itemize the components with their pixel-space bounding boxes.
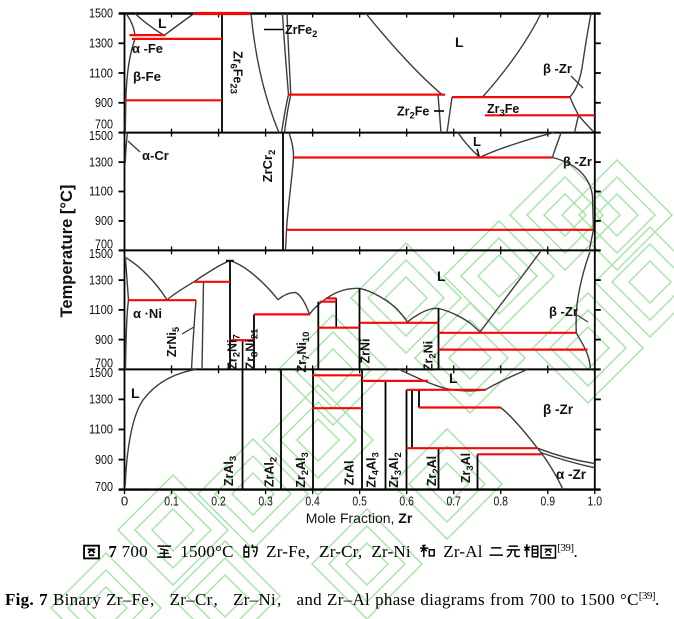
svg-text:900: 900: [95, 213, 113, 228]
svg-text:ZrAl3: ZrAl3: [222, 456, 239, 486]
svg-text:1300: 1300: [89, 392, 113, 407]
svg-text:α ·Ni: α ·Ni: [133, 306, 162, 321]
svg-text:700: 700: [95, 116, 113, 131]
svg-text:β -Zr: β -Zr: [549, 304, 578, 319]
svg-text:1500: 1500: [89, 365, 113, 380]
svg-text:700: 700: [95, 355, 113, 370]
svg-text:900: 900: [95, 452, 113, 467]
svg-text:0.6: 0.6: [399, 494, 414, 509]
svg-text:1.0: 1.0: [588, 494, 603, 509]
svg-text:900: 900: [95, 332, 113, 347]
svg-text:Mole Fraction, Zr: Mole Fraction, Zr: [306, 510, 413, 526]
svg-text:α -Zr: α -Zr: [556, 467, 587, 482]
svg-text:0: 0: [121, 494, 128, 509]
svg-text:1500: 1500: [89, 128, 113, 143]
svg-text:0.7: 0.7: [446, 494, 461, 509]
svg-text:1100: 1100: [89, 65, 113, 80]
svg-text:1300: 1300: [89, 272, 113, 287]
svg-text:700: 700: [95, 236, 113, 251]
svg-text:1100: 1100: [89, 184, 113, 199]
svg-text:0.8: 0.8: [493, 494, 508, 509]
svg-text:Zr4Al3: Zr4Al3: [365, 452, 382, 488]
svg-text:Zr8Ni21: Zr8Ni21: [244, 328, 261, 370]
svg-text:Zr2Fe: Zr2Fe: [397, 105, 429, 122]
svg-text:1500: 1500: [89, 6, 113, 21]
svg-text:Zr7Ni10: Zr7Ni10: [295, 332, 312, 373]
svg-text:0.2: 0.2: [211, 494, 226, 509]
svg-text:L: L: [473, 134, 481, 149]
svg-text:ZrFe2: ZrFe2: [285, 23, 317, 40]
svg-text:1300: 1300: [89, 35, 113, 50]
svg-text:0.5: 0.5: [352, 494, 367, 509]
svg-text:ZrNi5: ZrNi5: [165, 326, 182, 357]
svg-text:Zr3Al: Zr3Al: [459, 453, 476, 483]
svg-text:0.3: 0.3: [258, 494, 273, 509]
svg-text:L: L: [437, 268, 446, 284]
svg-text:L: L: [158, 15, 167, 31]
svg-text:ZrAl: ZrAl: [343, 461, 357, 486]
svg-text:Temperature [°C]: Temperature [°C]: [58, 185, 76, 318]
svg-text:Zr2Ni7: Zr2Ni7: [226, 334, 243, 370]
svg-text:L: L: [455, 34, 464, 50]
svg-text:α-Cr: α-Cr: [142, 148, 169, 163]
svg-text:β -Zr: β -Zr: [543, 402, 574, 417]
svg-text:1100: 1100: [89, 422, 113, 437]
svg-text:Zr2Ni: Zr2Ni: [422, 341, 439, 371]
svg-text:L: L: [449, 370, 458, 386]
svg-text:Zr6Fe23: Zr6Fe23: [228, 51, 245, 94]
svg-text:0.9: 0.9: [541, 494, 556, 509]
svg-text:900: 900: [95, 95, 113, 110]
svg-text:α -Fe: α -Fe: [132, 41, 163, 56]
svg-text:700: 700: [95, 479, 113, 494]
svg-text:L: L: [131, 385, 140, 401]
svg-text:1100: 1100: [89, 302, 113, 317]
svg-text:Zr3Fe: Zr3Fe: [487, 102, 519, 119]
svg-text:1500: 1500: [89, 246, 113, 261]
svg-text:ZrCr2: ZrCr2: [260, 150, 278, 183]
svg-text:Zr3Al2: Zr3Al2: [387, 452, 404, 488]
svg-text:β -Zr: β -Zr: [543, 61, 572, 76]
svg-text:Zr2Al3: Zr2Al3: [294, 452, 311, 488]
svg-text:1300: 1300: [89, 154, 113, 169]
svg-text:ZrNi: ZrNi: [359, 339, 373, 364]
svg-text:β -Zr: β -Zr: [563, 154, 592, 169]
svg-text:Zr2Al: Zr2Al: [425, 456, 442, 486]
svg-text:ZrAl2: ZrAl2: [263, 457, 280, 487]
svg-text:β-Fe: β-Fe: [133, 69, 161, 84]
svg-text:0.4: 0.4: [305, 494, 320, 509]
svg-text:0.1: 0.1: [164, 494, 179, 509]
